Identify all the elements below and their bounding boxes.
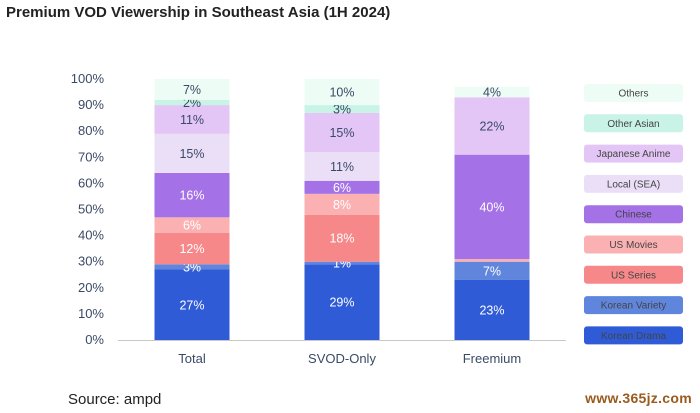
- bar-segment-total-us-movies: [154, 217, 230, 233]
- data-label-total-japanese-anime: 11%: [180, 113, 204, 127]
- data-label-total-us-series: 12%: [179, 242, 204, 256]
- bar-segment-total-japanese-anime: [154, 105, 230, 134]
- data-label-total-chinese: 16%: [179, 189, 204, 203]
- bar-segment-freemium-others: [454, 86, 530, 98]
- legend-swatch-korean-drama: [584, 326, 683, 345]
- y-tick-label: 20%: [78, 280, 104, 295]
- data-label-svod-only-us-series: 18%: [329, 232, 354, 246]
- bar-segment-freemium-chinese: [454, 154, 530, 260]
- bar-segment-total-korean-variety: [154, 264, 230, 270]
- data-label-svod-only-chinese: 6%: [333, 181, 351, 195]
- legend-swatch-local-sea: [584, 174, 683, 193]
- bar-segment-svod-only-us-movies: [304, 193, 380, 215]
- bar-segment-svod-only-local-sea: [304, 152, 380, 181]
- data-label-freemium-korean-drama: 23%: [479, 303, 504, 317]
- legend-label-local-sea: Local (SEA): [607, 179, 660, 190]
- bar-segment-freemium-korean-drama: [454, 279, 530, 340]
- bar-segment-freemium-korean-variety: [454, 261, 530, 280]
- legend-swatch-korean-variety: [584, 296, 683, 315]
- data-label-svod-only-japanese-anime: 15%: [329, 126, 354, 140]
- bar-segment-svod-only-us-series: [304, 214, 380, 262]
- legend-swatch-us-series: [584, 265, 683, 284]
- legend-label-chinese: Chinese: [615, 210, 652, 221]
- data-label-total-us-movies: 6%: [183, 219, 201, 233]
- bar-segment-freemium-japanese-anime: [454, 97, 530, 155]
- y-tick-label: 0%: [85, 332, 104, 347]
- bar-segment-svod-only-other-asian: [304, 105, 380, 113]
- y-tick-label: 40%: [78, 228, 104, 243]
- legend-label-japanese-anime: Japanese Anime: [597, 149, 671, 160]
- legend-swatch-us-movies: [584, 235, 683, 254]
- y-tick-label: 60%: [78, 175, 104, 190]
- legend-swatch-chinese: [584, 205, 683, 224]
- data-label-svod-only-other-asian: 3%: [333, 103, 351, 117]
- bar-segment-total-us-series: [154, 232, 230, 265]
- legend-label-others: Others: [618, 89, 648, 100]
- bar-segment-total-korean-drama: [154, 269, 230, 340]
- bar-segment-svod-only-others: [304, 79, 380, 106]
- bar-segment-total-others: [154, 79, 230, 100]
- bar-segment-svod-only-chinese: [304, 180, 380, 194]
- data-label-total-korean-drama: 27%: [179, 298, 204, 312]
- data-label-svod-only-korean-drama: 29%: [329, 296, 354, 310]
- data-label-freemium-korean-variety: 7%: [483, 264, 501, 278]
- legend-label-korean-drama: Korean Drama: [601, 331, 666, 342]
- data-label-total-others: 7%: [183, 83, 201, 97]
- x-category-label: Total: [178, 351, 206, 366]
- x-category-label: Freemium: [463, 351, 522, 366]
- y-tick-label: 50%: [78, 202, 104, 217]
- bar-segment-freemium-us-movies: [454, 259, 530, 262]
- bar-segment-svod-only-korean-variety: [304, 261, 380, 265]
- y-tick-label: 10%: [78, 306, 104, 321]
- legend-label-korean-variety: Korean Variety: [601, 301, 666, 312]
- bar-segment-svod-only-japanese-anime: [304, 112, 380, 153]
- data-label-svod-only-us-movies: 8%: [333, 198, 351, 212]
- legend-swatch-japanese-anime: [584, 144, 683, 163]
- watermark: www.365jz.com: [585, 390, 692, 406]
- y-tick-label: 80%: [78, 123, 104, 138]
- bar-segment-total-local-sea: [154, 133, 230, 173]
- chart-title: Premium VOD Viewership in Southeast Asia…: [6, 4, 391, 21]
- data-label-total-local-sea: 15%: [179, 147, 204, 161]
- bar-segment-total-other-asian: [154, 99, 230, 106]
- y-tick-label: 90%: [78, 97, 104, 112]
- y-tick-label: 30%: [78, 254, 104, 269]
- bar-segment-svod-only-korean-drama: [304, 264, 380, 340]
- legend-swatch-other-asian: [584, 114, 683, 133]
- data-label-freemium-japanese-anime: 22%: [479, 119, 504, 133]
- y-tick-label: 70%: [78, 149, 104, 164]
- y-tick-label: 100%: [71, 71, 105, 86]
- legend-label-us-series: US Series: [611, 270, 656, 281]
- data-label-freemium-others: 4%: [483, 86, 501, 100]
- legend-swatch-others: [584, 84, 683, 102]
- data-label-svod-only-others: 10%: [329, 86, 354, 100]
- bar-segment-total-chinese: [154, 172, 230, 218]
- legend-label-other-asian: Other Asian: [607, 119, 659, 130]
- data-label-svod-only-local-sea: 11%: [330, 160, 354, 174]
- x-category-label: SVOD-Only: [308, 351, 376, 366]
- source-note: Source: ampd: [68, 391, 162, 408]
- data-label-freemium-chinese: 40%: [479, 200, 504, 214]
- legend-label-us-movies: US Movies: [609, 240, 657, 251]
